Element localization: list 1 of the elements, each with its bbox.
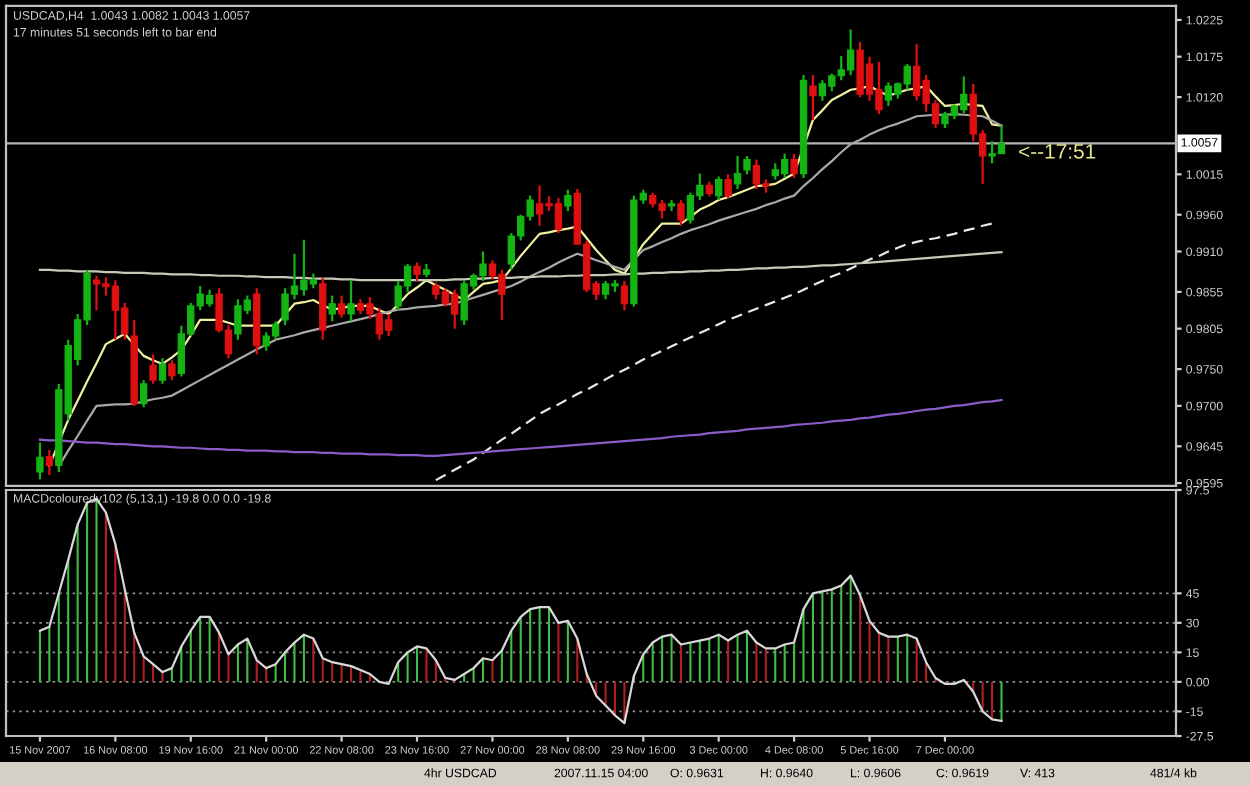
text: <--17:51 bbox=[1019, 144, 1096, 159]
